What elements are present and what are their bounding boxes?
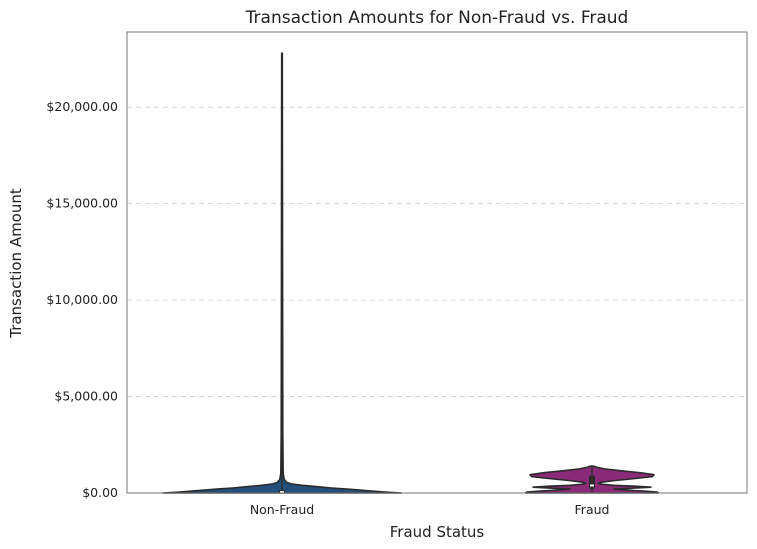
y-tick-label: $10,000.00 xyxy=(46,292,118,307)
y-tick-label: $5,000.00 xyxy=(54,389,118,404)
x-tick-label: Fraud xyxy=(575,502,610,517)
gridlines xyxy=(127,106,747,397)
x-tick-label: Non-Fraud xyxy=(250,502,314,517)
median-marker xyxy=(590,484,594,487)
y-tick-label: $0.00 xyxy=(82,485,118,500)
y-axis-ticks: $0.00 $5,000.00 $10,000.00 $15,000.00 $20,00… xyxy=(46,99,118,500)
y-tick-label: $20,000.00 xyxy=(46,99,118,114)
y-axis-label: Transaction Amount xyxy=(7,188,25,339)
plot-frame xyxy=(126,31,748,494)
x-axis-ticks: Non-Fraud Fraud xyxy=(250,502,610,517)
x-axis-label: Fraud Status xyxy=(390,523,485,541)
chart-title: Transaction Amounts for Non-Fraud vs. Fr… xyxy=(245,8,629,28)
median-marker xyxy=(280,491,284,494)
violins xyxy=(161,52,660,494)
y-tick-label: $15,000.00 xyxy=(46,196,118,211)
iqr-box xyxy=(589,475,595,489)
